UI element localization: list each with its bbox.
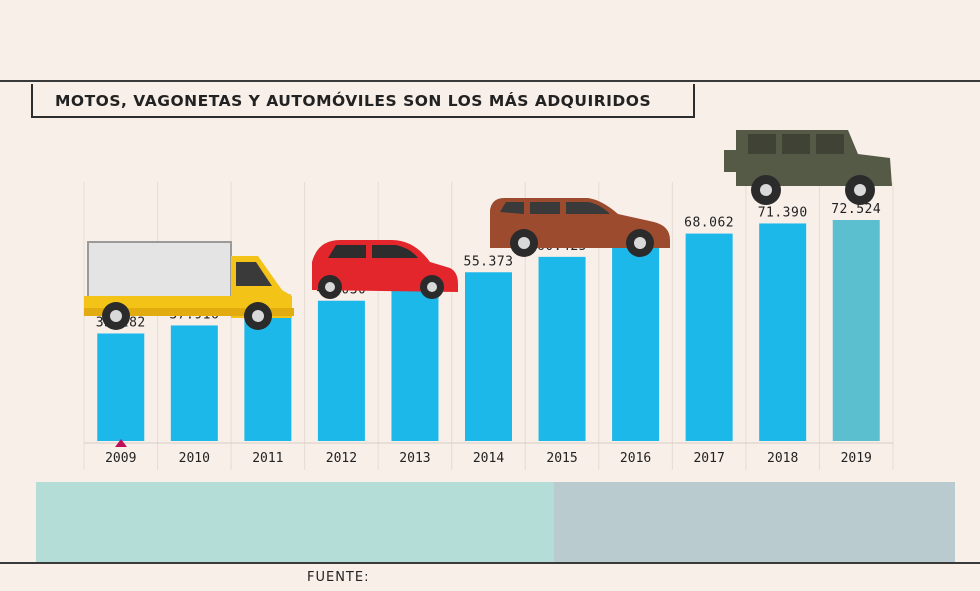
tick-label-2009: 2009 bbox=[105, 451, 136, 466]
bar-chart: 35.28237.91642.49446.03051.26155.37360.4… bbox=[83, 130, 894, 470]
top-divider bbox=[0, 80, 980, 82]
tick-label-2010: 2010 bbox=[179, 451, 210, 466]
tick-label-2013: 2013 bbox=[399, 451, 430, 466]
bar-2009 bbox=[97, 333, 145, 441]
chart-title: MOTOS, VAGONETAS Y AUTOMÓVILES SON LOS M… bbox=[55, 92, 652, 110]
bar-2015 bbox=[538, 256, 586, 441]
data-label-2014: 55.373 bbox=[464, 254, 514, 269]
title-box: MOTOS, VAGONETAS Y AUTOMÓVILES SON LOS M… bbox=[31, 84, 695, 118]
bar-2017 bbox=[685, 233, 733, 441]
tick-label-2014: 2014 bbox=[473, 451, 504, 466]
footer-band-right bbox=[554, 482, 955, 562]
tick-label-2017: 2017 bbox=[693, 451, 724, 466]
bar-2018 bbox=[759, 223, 807, 441]
tick-label-2012: 2012 bbox=[326, 451, 357, 466]
bar-2010 bbox=[170, 325, 218, 441]
marker-triangle bbox=[115, 439, 127, 447]
brown-suv-icon bbox=[490, 198, 670, 257]
bar-2016 bbox=[612, 243, 660, 441]
bottom-divider bbox=[0, 562, 980, 564]
source-label: FUENTE: bbox=[307, 570, 370, 585]
tick-label-2015: 2015 bbox=[546, 451, 577, 466]
data-label-2018: 71.390 bbox=[758, 205, 808, 220]
bar-2014 bbox=[465, 272, 512, 441]
bar-2012 bbox=[317, 300, 365, 441]
bar-2013 bbox=[391, 284, 439, 441]
tick-label-2011: 2011 bbox=[252, 451, 283, 466]
tick-label-2016: 2016 bbox=[620, 451, 651, 466]
bar-2011 bbox=[244, 311, 292, 441]
data-label-2019: 72.524 bbox=[831, 202, 881, 217]
tick-label-2019: 2019 bbox=[841, 451, 872, 466]
data-label-2017: 68.062 bbox=[684, 216, 734, 231]
tick-label-2018: 2018 bbox=[767, 451, 798, 466]
footer-band-left bbox=[36, 482, 554, 562]
bar-2019 bbox=[832, 220, 880, 441]
truck-icon bbox=[84, 241, 294, 330]
red-car-icon bbox=[312, 240, 458, 299]
jeep-icon bbox=[724, 130, 892, 205]
